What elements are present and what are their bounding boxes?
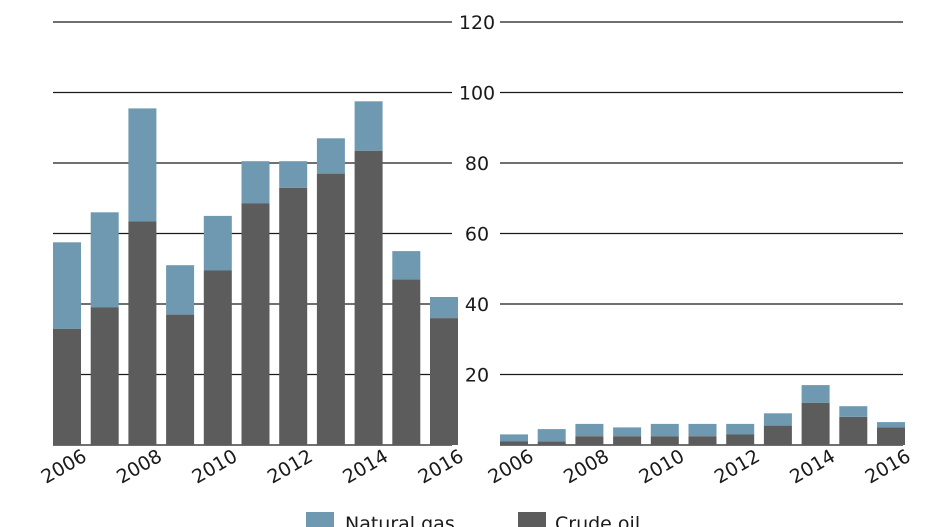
left-bar-crude-oil-2014 bbox=[354, 150, 383, 445]
left-bar-natural-gas-2014 bbox=[354, 101, 383, 151]
y-tick-label-20: 20 bbox=[465, 365, 489, 387]
right-bar-crude-oil-2012 bbox=[726, 434, 755, 445]
legend-swatch-crude-oil bbox=[518, 512, 546, 527]
legend-label-crude-oil: Crude oil bbox=[555, 513, 640, 527]
left-bar-crude-oil-2008 bbox=[128, 221, 157, 445]
y-tick-label-60: 60 bbox=[465, 224, 489, 246]
left-bar-crude-oil-2006 bbox=[53, 328, 81, 445]
x-axis-tick-labels-right: 2006 2008 2010 2012 2014 2016 bbox=[485, 445, 915, 488]
left-bar-crude-oil-2012 bbox=[279, 187, 308, 445]
left-x-tick-label-2010: 2010 bbox=[188, 445, 241, 488]
right-x-tick-label-2006: 2006 bbox=[485, 445, 538, 488]
y-tick-label-80: 80 bbox=[465, 153, 489, 175]
left-bar-natural-gas-2011 bbox=[241, 161, 270, 204]
left-bar-natural-gas-2015 bbox=[392, 251, 421, 280]
left-bar-natural-gas-2009 bbox=[166, 265, 195, 315]
left-bar-crude-oil-2016 bbox=[430, 318, 458, 445]
left-x-tick-label-2012: 2012 bbox=[264, 445, 317, 488]
right-x-tick-label-2014: 2014 bbox=[786, 445, 839, 488]
bars-left-panel bbox=[53, 101, 458, 445]
legend-swatch-natural-gas bbox=[306, 512, 334, 527]
right-bar-natural-gas-2012 bbox=[726, 423, 755, 435]
right-bar-crude-oil-2007 bbox=[537, 441, 566, 445]
x-axis-tick-labels-left: 2006 2008 2010 2012 2014 2016 bbox=[38, 445, 468, 488]
right-bar-crude-oil-2015 bbox=[839, 416, 868, 445]
right-x-tick-label-2010: 2010 bbox=[635, 445, 688, 488]
left-x-tick-label-2006: 2006 bbox=[38, 445, 91, 488]
right-bar-natural-gas-2007 bbox=[537, 429, 566, 442]
left-bar-natural-gas-2006 bbox=[53, 242, 81, 329]
right-bar-crude-oil-2010 bbox=[650, 436, 679, 445]
right-bar-crude-oil-2011 bbox=[688, 436, 717, 445]
left-bar-crude-oil-2009 bbox=[166, 314, 195, 445]
right-bar-crude-oil-2014 bbox=[801, 402, 830, 445]
left-x-tick-label-2014: 2014 bbox=[339, 445, 392, 488]
left-bar-natural-gas-2010 bbox=[203, 215, 232, 271]
legend: Natural gas Crude oil bbox=[306, 512, 640, 527]
left-bar-natural-gas-2013 bbox=[316, 138, 345, 174]
right-bar-natural-gas-2008 bbox=[575, 423, 604, 437]
bars-right-panel bbox=[500, 385, 905, 445]
right-bar-natural-gas-2013 bbox=[763, 413, 792, 426]
left-x-tick-label-2016: 2016 bbox=[415, 445, 468, 488]
right-bar-natural-gas-2011 bbox=[688, 423, 717, 437]
left-bar-crude-oil-2007 bbox=[90, 307, 119, 445]
y-tick-label-100: 100 bbox=[459, 83, 495, 105]
y-axis-tick-labels: 20 40 60 80 100 120 bbox=[459, 12, 495, 387]
right-x-tick-label-2008: 2008 bbox=[560, 445, 613, 488]
right-bar-crude-oil-2013 bbox=[763, 425, 792, 445]
right-bar-crude-oil-2009 bbox=[613, 436, 642, 445]
right-bar-natural-gas-2006 bbox=[500, 434, 528, 442]
left-bar-natural-gas-2008 bbox=[128, 108, 157, 222]
right-bar-natural-gas-2010 bbox=[650, 423, 679, 437]
left-bar-crude-oil-2013 bbox=[316, 173, 345, 445]
left-bar-natural-gas-2007 bbox=[90, 212, 119, 308]
right-bar-crude-oil-2016 bbox=[877, 427, 905, 445]
right-bar-natural-gas-2015 bbox=[839, 406, 868, 417]
y-tick-label-120: 120 bbox=[459, 12, 495, 34]
legend-label-natural-gas: Natural gas bbox=[345, 513, 455, 527]
left-bar-natural-gas-2012 bbox=[279, 161, 308, 188]
left-x-tick-label-2008: 2008 bbox=[113, 445, 166, 488]
right-bar-crude-oil-2006 bbox=[500, 441, 528, 445]
left-bar-crude-oil-2010 bbox=[203, 270, 232, 445]
left-bar-crude-oil-2015 bbox=[392, 279, 421, 445]
right-bar-natural-gas-2014 bbox=[801, 385, 830, 403]
left-bar-natural-gas-2016 bbox=[430, 297, 458, 319]
grid-lines-right bbox=[500, 21, 903, 446]
right-bar-natural-gas-2016 bbox=[877, 422, 905, 428]
right-bar-crude-oil-2008 bbox=[575, 436, 604, 445]
right-x-tick-label-2016: 2016 bbox=[862, 445, 915, 488]
right-x-tick-label-2012: 2012 bbox=[711, 445, 764, 488]
left-bar-crude-oil-2011 bbox=[241, 203, 270, 445]
y-tick-label-40: 40 bbox=[465, 294, 489, 316]
right-bar-natural-gas-2009 bbox=[613, 427, 642, 437]
